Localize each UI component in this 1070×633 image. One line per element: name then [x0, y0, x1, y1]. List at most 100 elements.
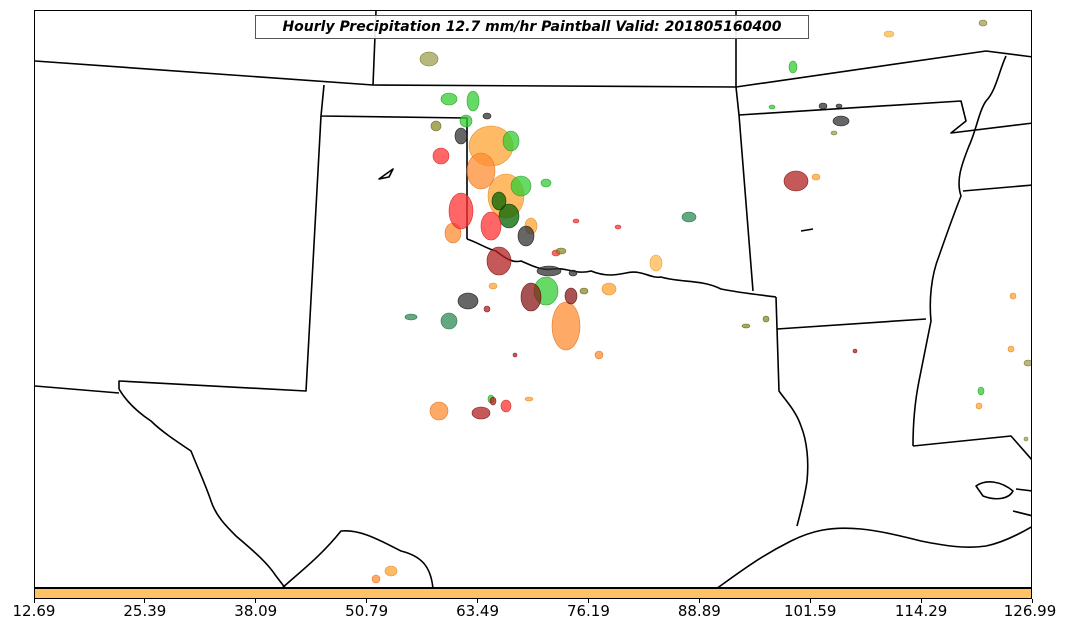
precip-blob [466, 152, 496, 190]
precip-blob [489, 396, 497, 406]
precip-blob [649, 254, 663, 272]
precip-blob [835, 103, 843, 109]
colorbar-tick-label: 101.59 [783, 602, 837, 620]
border-arkansas-south [776, 318, 927, 330]
border-new-mexico-east [118, 115, 322, 392]
colorbar-tick-label: 63.49 [456, 602, 500, 620]
precip-blob [681, 211, 697, 223]
precip-blob [830, 130, 838, 136]
precip-blob [432, 147, 450, 165]
precip-blob [852, 348, 858, 354]
precip-blob [440, 312, 458, 330]
colorbar-tick-mark [587, 599, 589, 603]
precip-blob [811, 173, 821, 181]
border-texas-east [775, 296, 809, 527]
precip-blob [483, 305, 491, 313]
colorbar-tick-label: 114.29 [894, 602, 948, 620]
precip-blob [459, 114, 473, 128]
precip-blob [579, 287, 589, 295]
border-red-river [466, 238, 777, 298]
precip-blob [419, 51, 439, 67]
precip-blob [1007, 345, 1015, 353]
precip-blob [978, 19, 988, 27]
precip-blob [762, 315, 770, 323]
precip-blob [498, 203, 520, 229]
precip-blob [524, 396, 534, 402]
map-canvas [35, 11, 1031, 587]
precip-blob [520, 282, 542, 312]
precip-blob [568, 269, 578, 277]
precip-blob [977, 386, 985, 396]
border-tennessee [962, 184, 1031, 192]
colorbar-tick-mark [698, 599, 700, 603]
colorbar [34, 588, 1032, 599]
colorbar-tick-label: 76.19 [566, 602, 610, 620]
precip-blob [500, 399, 512, 413]
colorbar-tick-mark [809, 599, 811, 603]
lake-fragment-1 [378, 168, 394, 180]
precip-blob [440, 92, 458, 106]
precip-blob [783, 170, 809, 192]
precip-blob [1023, 359, 1031, 367]
precip-blob [614, 224, 622, 230]
precip-blob [429, 401, 449, 421]
precip-blob [512, 352, 518, 358]
precip-blob [371, 574, 381, 584]
precip-blob [502, 130, 520, 152]
precip-blob [466, 90, 480, 112]
map-title: Hourly Precipitation 12.7 mm/hr Paintbal… [255, 15, 809, 39]
precip-blob [555, 247, 567, 255]
precip-blob [480, 211, 502, 241]
colorbar-tick-label: 50.79 [345, 602, 389, 620]
precip-blob [594, 350, 604, 360]
lake-fragment-2 [800, 228, 814, 232]
precip-blob [601, 282, 617, 296]
precip-blob [491, 191, 507, 211]
border-texas-southwest [118, 388, 286, 587]
colorbar-tick-label: 88.89 [677, 602, 721, 620]
border-colorado-north [35, 50, 1031, 88]
precip-blob [404, 313, 418, 321]
coastline-louisiana-marsh [975, 481, 1014, 500]
map-panel [34, 10, 1032, 588]
precip-blob [540, 178, 552, 188]
precip-blob [430, 120, 442, 132]
coastline-gulf [717, 526, 1031, 587]
precip-blob [832, 115, 850, 127]
colorbar-tick-mark [366, 599, 368, 603]
border-louisiana-north [912, 435, 1031, 460]
precip-blob [572, 218, 580, 224]
precip-blob [564, 287, 578, 305]
colorbar-tick-mark [1031, 599, 1033, 603]
colorbar-tick-mark [144, 599, 146, 603]
coastline-louisiana-delta [1012, 488, 1031, 517]
precip-blob [1009, 292, 1017, 300]
precip-blob [486, 246, 512, 276]
colorbar-tick-mark [920, 599, 922, 603]
border-oklahoma-east [738, 114, 754, 292]
precip-blob [975, 402, 983, 410]
precip-blob [482, 112, 492, 120]
border-rio-grande [282, 530, 434, 587]
precip-blob [510, 175, 532, 197]
precip-blob [384, 565, 398, 577]
border-mississippi-river [912, 55, 1007, 447]
precip-blob [448, 192, 474, 230]
precip-blob [788, 60, 798, 74]
colorbar-tick-label: 126.99 [1003, 602, 1057, 620]
precip-blob [517, 225, 535, 247]
border-new-mexico-west [35, 385, 120, 394]
precip-blob [768, 104, 776, 110]
precip-blob [454, 127, 468, 145]
colorbar-tick-label: 25.39 [123, 602, 167, 620]
precip-blob [536, 265, 562, 277]
precip-blob [818, 102, 828, 110]
border-arkansas-north [738, 100, 1031, 134]
precip-blob [883, 30, 895, 38]
colorbar-tick-mark [33, 599, 35, 603]
precip-blob [457, 292, 479, 310]
precip-blob [551, 301, 581, 351]
precip-blob [471, 406, 491, 420]
colorbar-tick-label: 12.69 [12, 602, 56, 620]
colorbar-tick-mark [477, 599, 479, 603]
